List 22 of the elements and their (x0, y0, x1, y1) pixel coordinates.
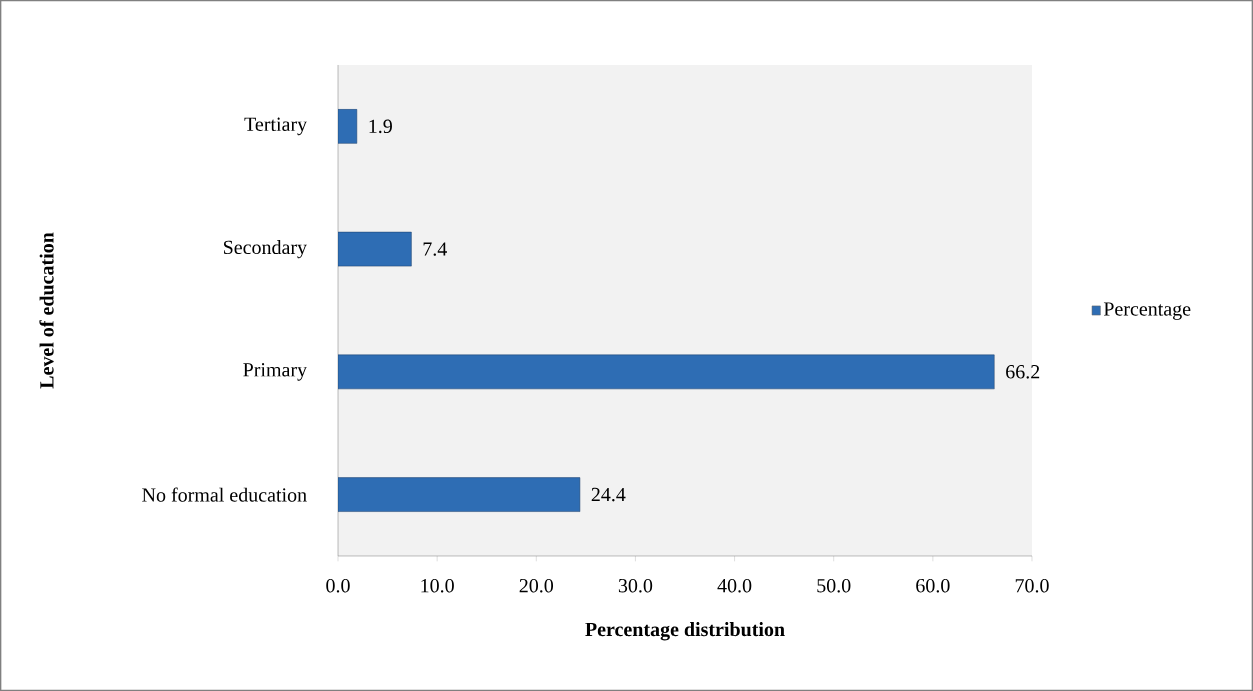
y-axis-title: Level of education (39, 232, 54, 389)
x-tick-label: 0.0 (326, 578, 350, 593)
x-tick-label: 40.0 (717, 578, 752, 593)
bar (338, 477, 581, 512)
data-label: 24.4 (591, 487, 626, 502)
x-tick-label: 20.0 (519, 578, 554, 593)
x-tick-label: 10.0 (421, 578, 454, 593)
y-tick-label: No formal education (142, 487, 307, 502)
data-label: 1.9 (369, 119, 392, 134)
data-label: 66.2 (1006, 365, 1040, 379)
bar (338, 231, 412, 267)
y-tick-label: Secondary (224, 240, 307, 259)
x-tick-label: 30.0 (618, 578, 653, 593)
bar (338, 354, 995, 390)
data-label: 7.4 (423, 242, 447, 256)
x-tick-label: 60.0 (916, 578, 950, 593)
y-tick-label: Primary (243, 363, 307, 381)
legend-label: Percentage (1103, 302, 1191, 320)
x-tick-label: 70.0 (1015, 578, 1049, 593)
x-tick-label: 50.0 (817, 578, 851, 593)
y-tick-label: Tertiary (244, 117, 308, 136)
x-axis-title: Percentage distribution (585, 622, 785, 641)
